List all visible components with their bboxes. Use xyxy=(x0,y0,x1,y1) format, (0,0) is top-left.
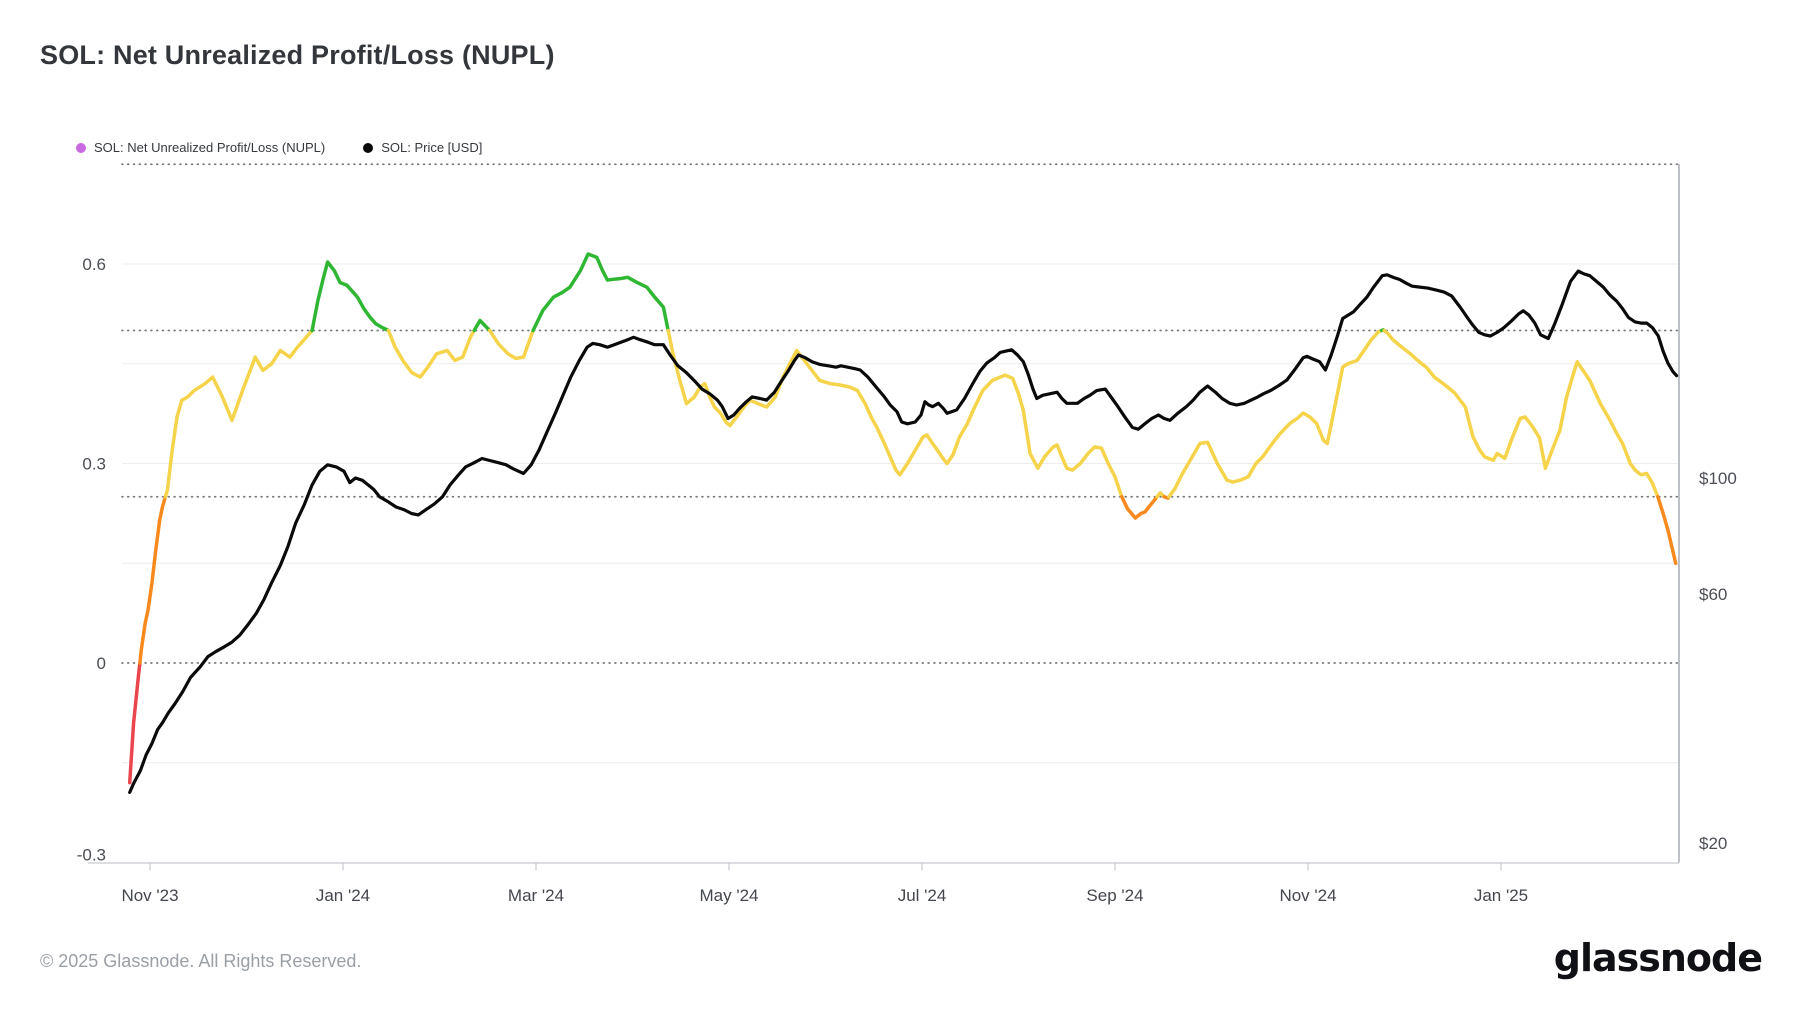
right-tick-label: $20 xyxy=(1699,834,1727,853)
nupl-segment xyxy=(666,328,1124,499)
left-tick-label: -0.3 xyxy=(77,846,106,865)
page-title: SOL: Net Unrealized Profit/Loss (NUPL) xyxy=(40,40,555,70)
price-series-dot-icon xyxy=(363,142,374,153)
left-axis-labels: 0.6 0.3 0 -0.3 xyxy=(77,255,106,865)
left-tick-label: 0.6 xyxy=(82,255,106,274)
nupl-segment xyxy=(127,661,142,785)
nupl-segment xyxy=(310,260,391,333)
gridlines xyxy=(122,263,1679,764)
left-tick-label: 0.3 xyxy=(82,455,106,474)
x-tick-label: Jan '25 xyxy=(1474,886,1528,905)
copyright-text: © 2025 Glassnode. All Rights Reserved. xyxy=(40,951,362,971)
nupl-segment xyxy=(163,328,314,499)
nupl-segment xyxy=(1656,495,1678,566)
right-axis-labels: $100 $60 $20 xyxy=(1699,469,1737,853)
x-tick-label: May '24 xyxy=(700,886,759,905)
legend-item-price[interactable]: SOL: Price [USD] xyxy=(363,140,482,155)
right-tick-label: $60 xyxy=(1699,585,1727,604)
legend-item-nupl[interactable]: SOL: Net Unrealized Profit/Loss (NUPL) xyxy=(76,140,325,155)
chart-legend: SOL: Net Unrealized Profit/Loss (NUPL) S… xyxy=(76,140,482,155)
nupl-segment xyxy=(1120,495,1159,520)
nupl-segment xyxy=(386,328,476,379)
price-line xyxy=(128,269,1679,794)
threshold-dotted-lines xyxy=(121,163,1680,664)
x-tick-label: Jul '24 xyxy=(898,886,947,905)
x-tick-label: Nov '23 xyxy=(121,886,178,905)
nupl-segment xyxy=(1382,328,1660,499)
x-tick-label: Jan '24 xyxy=(316,886,370,905)
nupl-segment xyxy=(1155,491,1166,499)
legend-label-nupl: SOL: Net Unrealized Profit/Loss (NUPL) xyxy=(94,140,326,155)
x-tick-label: Mar '24 xyxy=(508,886,564,905)
legend-label-price: SOL: Price [USD] xyxy=(381,140,483,155)
nupl-line xyxy=(127,252,1678,785)
right-tick-label: $100 xyxy=(1699,469,1737,488)
x-tick-label: Nov '24 xyxy=(1279,886,1336,905)
x-axis-labels: Nov '23 Jan '24 Mar '24 May '24 Jul '24 Sep '… xyxy=(121,862,1528,905)
nupl-segment xyxy=(472,318,492,333)
x-tick-label: Sep '24 xyxy=(1086,886,1143,905)
left-tick-label: 0 xyxy=(97,654,106,673)
nupl-segment xyxy=(487,328,535,361)
nupl-series-dot-icon xyxy=(76,142,86,153)
nupl-segment xyxy=(1167,328,1384,499)
nupl-segment xyxy=(531,252,670,333)
nupl-segment xyxy=(138,495,168,665)
glassnode-logo[interactable]: glassnode xyxy=(1553,936,1763,980)
